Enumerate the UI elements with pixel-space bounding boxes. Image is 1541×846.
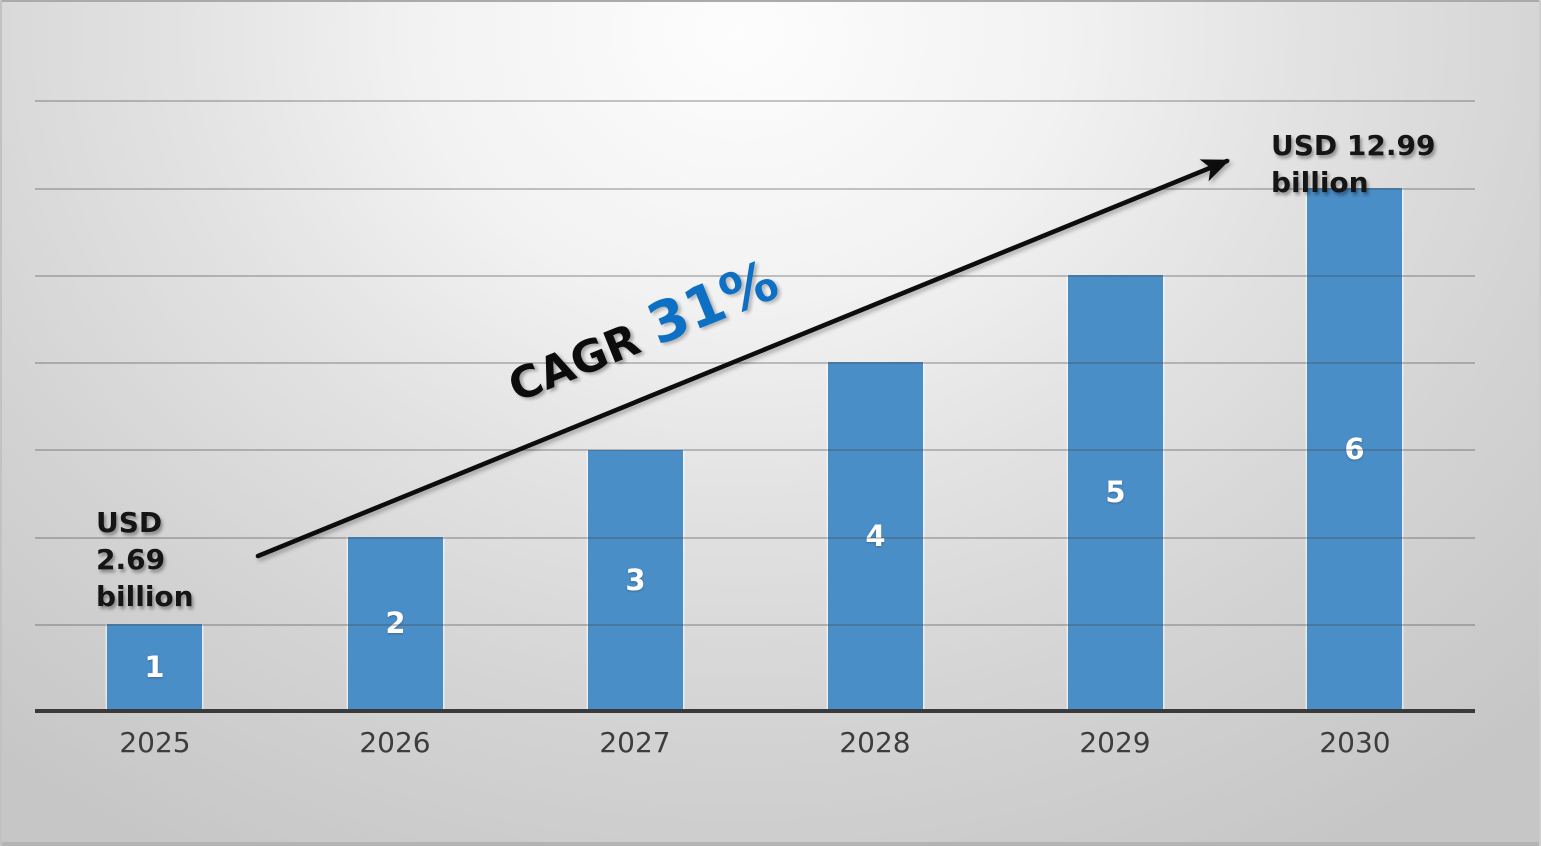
slide-left-border [0, 0, 2, 846]
gridline-6 [35, 188, 1475, 190]
gridline-1 [35, 624, 1475, 626]
slide-top-border [0, 0, 1541, 2]
bar-value-label: 5 [1105, 475, 1126, 509]
gridline-3 [35, 449, 1475, 451]
gridline-2 [35, 537, 1475, 539]
slide-right-border [1539, 0, 1541, 846]
end-value-annotation: USD 12.99 billion [1271, 129, 1436, 199]
bar-value-label: 1 [144, 649, 165, 684]
bar-value-label: 2 [385, 606, 406, 640]
x-tick-2030: 2030 [1319, 726, 1391, 759]
bar-2029: 5 [1068, 275, 1163, 709]
bar-value-label: 4 [865, 518, 886, 553]
bar-2027: 3 [588, 450, 683, 709]
bar-value-label: 3 [625, 562, 646, 597]
slide-bottom-border [0, 842, 1541, 846]
gridline-4 [35, 362, 1475, 364]
bar-value-label: 6 [1344, 431, 1365, 466]
x-tick-2027: 2027 [599, 726, 671, 759]
x-tick-2026: 2026 [359, 726, 431, 759]
bar-2025: 1 [107, 624, 202, 709]
bar-2028: 4 [828, 362, 923, 709]
x-axis-line [35, 709, 1475, 713]
bar-2030: 6 [1307, 188, 1402, 709]
cagr-percentage: 31% [638, 247, 788, 359]
cagr-label: CAGR [501, 314, 648, 413]
x-tick-2029: 2029 [1079, 726, 1151, 759]
bar-2026: 2 [348, 537, 443, 709]
x-tick-2028: 2028 [839, 726, 911, 759]
x-tick-2025: 2025 [119, 726, 191, 759]
start-value-annotation: USD 2.69 billion [96, 506, 194, 613]
gridline-7 [35, 100, 1475, 102]
